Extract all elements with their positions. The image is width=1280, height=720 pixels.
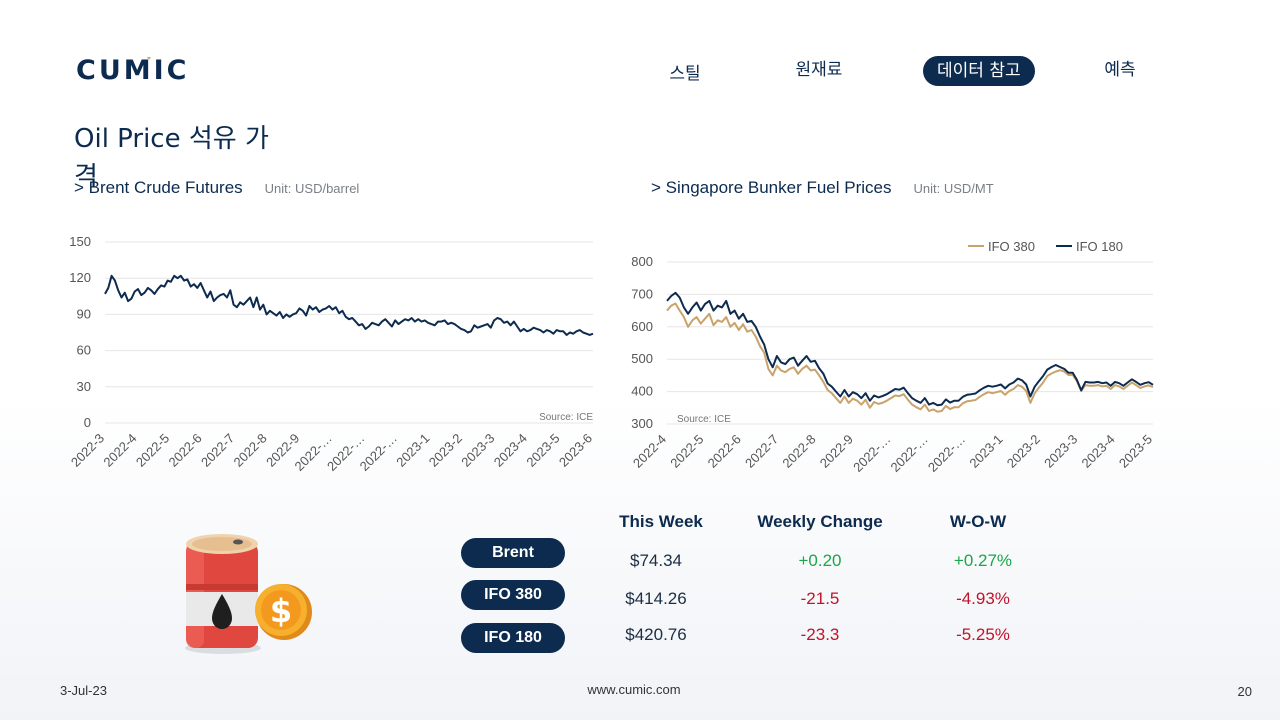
bunker-y-tick-label: 300 xyxy=(631,416,653,431)
ifo180-this-week: $420.76 xyxy=(625,625,687,644)
brent-source-label: Source: ICE xyxy=(539,412,593,423)
ifo380-wow: -4.93% xyxy=(956,589,1010,608)
brent-y-tick-label: 0 xyxy=(84,415,91,430)
bunker-chart-unit: Unit: USD/MT xyxy=(913,181,994,196)
brent-this-week: $74.34 xyxy=(630,551,682,570)
logo-text: CUMIC xyxy=(76,55,189,84)
col-head-wow: W-O-W xyxy=(949,512,1007,531)
brent-y-tick-label: 90 xyxy=(77,306,91,321)
brent-chart-heading: > Brent Crude Futures Unit: USD/barrel xyxy=(74,178,359,198)
coin-dollar-symbol: $ xyxy=(270,592,292,630)
bunker-x-tick-label: 2022-5 xyxy=(667,432,706,471)
bunker-x-tick-label: 2022-4 xyxy=(630,432,669,471)
legend-label-ifo-380: IFO 380 xyxy=(988,239,1035,254)
ifo380-weekly-change: -21.5 xyxy=(800,589,840,608)
bunker-y-tick-label: 400 xyxy=(631,384,653,399)
bunker-x-tick-label: 2022-… xyxy=(850,432,893,475)
bunker-x-tick-label: 2022-… xyxy=(888,432,931,475)
logo-accent-mark xyxy=(147,57,151,60)
brent-y-tick-label: 60 xyxy=(77,343,91,358)
bunker-x-tick-label: 2022-… xyxy=(925,432,968,475)
nav-item-steel[interactable]: 스틸 xyxy=(669,64,701,84)
ifo180-wow: -5.25% xyxy=(956,625,1010,644)
nav-item-raw-materials[interactable]: 원재료 xyxy=(795,60,843,80)
ifo380-this-week: $414.26 xyxy=(625,589,687,608)
bunker-series-line-ifo-180 xyxy=(666,291,1154,407)
bunker-x-tick-label: 2023-5 xyxy=(1116,432,1155,471)
bunker-x-tick-label: 2023-4 xyxy=(1079,432,1118,471)
brent-chart-title: > Brent Crude Futures xyxy=(74,178,243,197)
brent-y-tick-label: 30 xyxy=(77,379,91,394)
bunker-y-tick-label: 600 xyxy=(631,319,653,334)
nav-item-data-reference[interactable]: 데이터 참고 xyxy=(923,56,1035,86)
brent-series-line-0 xyxy=(104,274,594,336)
page-number: 20 xyxy=(1237,684,1252,699)
brent-wow: +0.27% xyxy=(953,551,1013,570)
footer-date: 3-Jul-23 xyxy=(60,683,107,698)
bunker-x-tick-label: 2022-7 xyxy=(742,432,781,471)
brent-chart-unit: Unit: USD/barrel xyxy=(264,181,360,196)
bunker-chart-heading: > Singapore Bunker Fuel Prices Unit: USD/… xyxy=(651,178,994,198)
row-label-ifo-180: IFO 180 xyxy=(461,623,565,653)
cumic-logo[interactable]: CUMIC xyxy=(76,54,206,84)
bunker-y-tick-label: 700 xyxy=(631,286,653,301)
bunker-x-tick-label: 2023-2 xyxy=(1004,432,1043,471)
oil-barrel-dollar-icon: $ xyxy=(185,534,312,654)
col-head-weekly-change: Weekly Change xyxy=(757,512,883,531)
nav-item-forecast[interactable]: 예측 xyxy=(1104,60,1136,80)
col-head-this-week: This Week xyxy=(619,512,703,531)
row-label-brent: Brent xyxy=(461,538,565,568)
bunker-x-tick-label: 2022-6 xyxy=(705,432,744,471)
brent-weekly-change: +0.20 xyxy=(798,551,842,570)
bunker-y-tick-label: 500 xyxy=(631,351,653,366)
bunker-x-tick-label: 2023-3 xyxy=(1041,432,1080,471)
ifo180-weekly-change: -23.3 xyxy=(800,625,840,644)
footer-website[interactable]: www.cumic.com xyxy=(587,682,681,697)
bunker-series-line-ifo-380 xyxy=(666,302,1154,413)
row-label-ifo-380: IFO 380 xyxy=(461,580,565,610)
bunker-y-tick-label: 800 xyxy=(631,254,653,269)
page-title: Oil Price 석유 가격 xyxy=(74,124,269,192)
bunker-chart-title: > Singapore Bunker Fuel Prices xyxy=(651,178,892,197)
bunker-x-tick-label: 2022-8 xyxy=(779,432,818,471)
brent-y-tick-label: 150 xyxy=(69,234,91,249)
brent-y-tick-label: 120 xyxy=(69,270,91,285)
legend-label-ifo-180: IFO 180 xyxy=(1076,239,1123,254)
bunker-source-label: Source: ICE xyxy=(677,414,731,425)
bunker-x-tick-label: 2023-1 xyxy=(966,432,1005,471)
